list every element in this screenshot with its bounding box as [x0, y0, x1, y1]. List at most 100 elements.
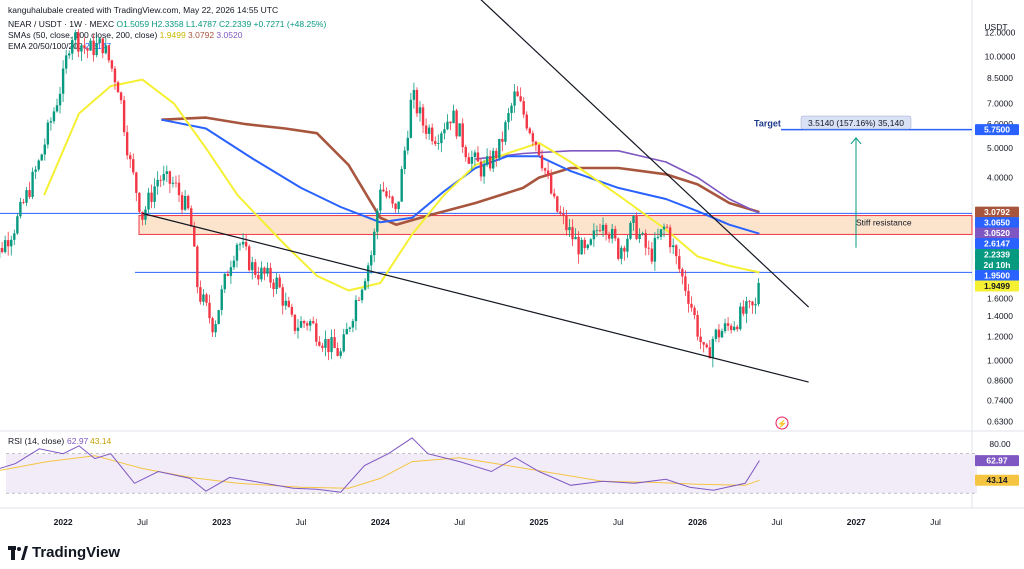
candle[interactable]: [238, 244, 242, 246]
candle[interactable]: [461, 123, 464, 148]
candle[interactable]: [729, 325, 733, 331]
candle[interactable]: [116, 82, 120, 93]
candle[interactable]: [540, 155, 544, 169]
candle[interactable]: [418, 107, 422, 114]
candle[interactable]: [717, 329, 721, 338]
candle[interactable]: [226, 273, 230, 276]
candle[interactable]: [427, 127, 431, 134]
candle[interactable]: [290, 306, 294, 315]
candle[interactable]: [684, 276, 687, 291]
candle[interactable]: [135, 172, 138, 193]
candle[interactable]: [269, 267, 272, 283]
candle[interactable]: [241, 241, 245, 245]
candle[interactable]: [19, 201, 22, 217]
candle[interactable]: [257, 274, 260, 280]
candle[interactable]: [122, 100, 126, 133]
candle[interactable]: [757, 282, 760, 305]
candle[interactable]: [366, 265, 370, 282]
candle[interactable]: [83, 45, 86, 49]
candle[interactable]: [440, 133, 443, 144]
candle[interactable]: [68, 53, 71, 56]
trendline-upper[interactable]: [476, 0, 810, 308]
candle[interactable]: [34, 169, 37, 172]
candle[interactable]: [629, 222, 632, 239]
candle[interactable]: [208, 302, 211, 319]
sma-label[interactable]: SMAs (50, close, 100 close, 200, close): [8, 30, 158, 40]
candle[interactable]: [110, 60, 114, 69]
candle[interactable]: [513, 91, 516, 106]
candle[interactable]: [113, 68, 117, 83]
candle[interactable]: [675, 245, 678, 257]
candle[interactable]: [296, 327, 300, 331]
candle[interactable]: [3, 240, 7, 253]
candle[interactable]: [528, 128, 532, 134]
candle[interactable]: [327, 339, 330, 353]
candle[interactable]: [177, 182, 181, 196]
candle[interactable]: [119, 92, 123, 101]
candle[interactable]: [92, 40, 95, 56]
candle[interactable]: [522, 101, 525, 115]
candle[interactable]: [391, 196, 394, 204]
candle[interactable]: [635, 216, 638, 240]
candle[interactable]: [186, 195, 190, 209]
candle[interactable]: [415, 89, 419, 114]
candle[interactable]: [40, 154, 43, 161]
candle[interactable]: [305, 323, 309, 326]
candle[interactable]: [653, 237, 657, 262]
candle[interactable]: [388, 196, 391, 198]
candle[interactable]: [357, 299, 361, 301]
candle[interactable]: [43, 144, 47, 155]
candle[interactable]: [510, 105, 513, 114]
candle[interactable]: [434, 141, 437, 144]
candle[interactable]: [604, 224, 608, 235]
candle[interactable]: [742, 306, 745, 314]
candle[interactable]: [324, 339, 327, 348]
candle[interactable]: [104, 45, 108, 54]
candle[interactable]: [662, 226, 666, 230]
candle[interactable]: [553, 193, 556, 197]
candle[interactable]: [235, 244, 239, 261]
symbol-label[interactable]: NEAR / USDT · 1W · MEXC: [8, 19, 115, 29]
candle[interactable]: [739, 306, 742, 330]
candle[interactable]: [132, 159, 135, 173]
candle[interactable]: [403, 150, 406, 170]
candle[interactable]: [452, 110, 455, 124]
candle[interactable]: [214, 324, 217, 333]
candle[interactable]: [74, 32, 77, 41]
candle[interactable]: [406, 137, 409, 151]
candle[interactable]: [80, 45, 83, 52]
candle[interactable]: [6, 240, 10, 247]
candle[interactable]: [714, 329, 718, 339]
candle[interactable]: [641, 233, 644, 235]
candle[interactable]: [574, 236, 577, 240]
candle[interactable]: [665, 226, 669, 228]
candle[interactable]: [470, 156, 474, 164]
candle[interactable]: [165, 171, 169, 174]
candle[interactable]: [595, 230, 599, 232]
candle[interactable]: [55, 105, 59, 112]
candle[interactable]: [754, 304, 757, 306]
candle[interactable]: [28, 190, 31, 197]
candle[interactable]: [150, 192, 153, 202]
candle[interactable]: [373, 231, 376, 256]
candle[interactable]: [543, 168, 547, 171]
candle[interactable]: [690, 303, 693, 308]
candle[interactable]: [345, 328, 348, 335]
candle[interactable]: [519, 96, 522, 102]
candle[interactable]: [321, 345, 324, 348]
candle[interactable]: [501, 138, 504, 142]
candle[interactable]: [650, 248, 654, 262]
candle[interactable]: [299, 321, 303, 328]
candle[interactable]: [272, 282, 275, 290]
candle[interactable]: [129, 155, 132, 160]
candle[interactable]: [424, 125, 428, 134]
candle[interactable]: [333, 337, 336, 349]
candle[interactable]: [699, 336, 702, 343]
candle[interactable]: [607, 234, 611, 239]
candle[interactable]: [64, 55, 68, 69]
candle[interactable]: [708, 347, 711, 359]
candle[interactable]: [220, 289, 223, 311]
candle[interactable]: [95, 43, 98, 56]
candle[interactable]: [626, 238, 629, 252]
candle[interactable]: [89, 40, 92, 51]
